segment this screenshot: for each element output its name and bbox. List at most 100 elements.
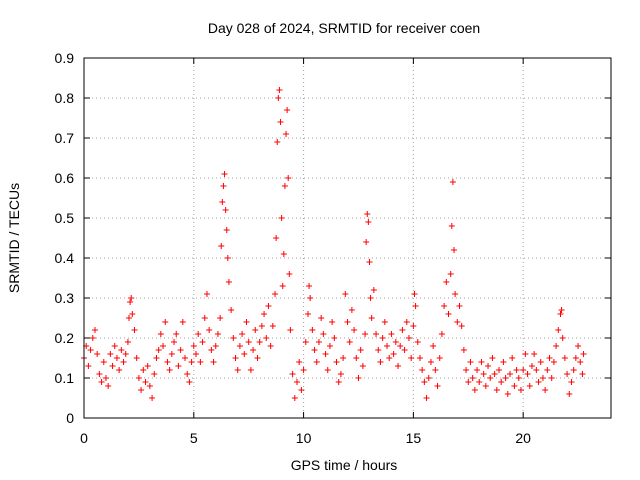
data-point (306, 283, 313, 289)
axis-ticks: 0 0.1 0.2 0.3 0.4 0.5 0.6 0.7 0.8 0.9 0 5 10 15 20 (55, 50, 611, 446)
data-points (81, 87, 587, 401)
data-point (261, 311, 268, 317)
data-point (228, 307, 235, 313)
data-point (102, 375, 109, 381)
data-point (309, 327, 316, 333)
data-point (566, 391, 573, 397)
data-point (118, 347, 125, 353)
data-point (447, 271, 454, 277)
data-point (120, 359, 127, 365)
data-point (533, 367, 540, 373)
data-point (443, 279, 450, 285)
data-point (133, 355, 140, 361)
data-point (171, 339, 178, 345)
data-point (449, 179, 456, 185)
data-point (279, 283, 286, 289)
grid-lines (84, 58, 611, 418)
data-point (463, 367, 470, 373)
data-point (265, 303, 272, 309)
data-point (375, 347, 382, 353)
data-point (537, 359, 544, 365)
data-point (175, 363, 182, 369)
data-point (357, 347, 364, 353)
data-point (135, 375, 142, 381)
data-point (162, 319, 169, 325)
data-point (222, 207, 229, 213)
data-point (535, 379, 542, 385)
data-point (577, 359, 584, 365)
data-point (252, 327, 259, 333)
y-tick-label: 0 (66, 410, 74, 426)
data-point (155, 347, 162, 353)
data-point (320, 331, 327, 337)
data-point (558, 307, 565, 313)
data-point (280, 251, 287, 257)
data-point (94, 351, 101, 357)
data-point (384, 343, 391, 349)
data-point (311, 347, 318, 353)
data-point (197, 359, 204, 365)
data-point (445, 311, 452, 317)
data-point (203, 291, 210, 297)
data-point (482, 383, 489, 389)
data-point (386, 355, 393, 361)
data-point (142, 379, 149, 385)
x-tick-label: 0 (80, 430, 88, 446)
data-point (184, 371, 191, 377)
data-point (377, 359, 384, 365)
data-point (367, 295, 374, 301)
data-point (504, 391, 511, 397)
data-point (511, 383, 518, 389)
x-tick-label: 5 (190, 430, 198, 446)
data-point (89, 335, 96, 341)
data-point (381, 319, 388, 325)
y-tick-label: 0.3 (55, 290, 75, 306)
data-point (269, 323, 276, 329)
data-point (363, 239, 370, 245)
data-point (247, 367, 254, 373)
data-point (195, 331, 202, 337)
data-point (236, 343, 243, 349)
data-point (346, 339, 353, 345)
data-point (300, 367, 307, 373)
data-point (395, 363, 402, 369)
data-point (580, 351, 587, 357)
data-point (456, 303, 463, 309)
data-point (414, 339, 421, 345)
data-point (85, 363, 92, 369)
data-point (96, 371, 103, 377)
data-point (509, 355, 516, 361)
data-point (555, 327, 562, 333)
data-point (98, 379, 105, 385)
data-point (485, 363, 492, 369)
data-point (239, 331, 246, 337)
data-point (548, 375, 555, 381)
data-point (138, 387, 145, 393)
data-point (177, 347, 184, 353)
data-point (223, 227, 230, 233)
data-point (570, 367, 577, 373)
data-point (531, 351, 538, 357)
data-point (331, 335, 338, 341)
data-point (274, 139, 281, 145)
data-point (432, 367, 439, 373)
data-point (144, 363, 151, 369)
data-point (243, 319, 250, 325)
data-point (364, 211, 371, 217)
data-point (315, 339, 322, 345)
y-tick-label: 0.7 (55, 130, 75, 146)
data-point (291, 395, 298, 401)
data-point (513, 367, 520, 373)
data-point (116, 367, 123, 373)
data-point (575, 343, 582, 349)
y-axis-title: SRMTID / TECUs (6, 183, 22, 293)
data-point (448, 223, 455, 229)
data-point (277, 119, 284, 125)
data-point (100, 359, 107, 365)
y-tick-label: 0.1 (55, 370, 75, 386)
data-point (460, 347, 467, 353)
data-point (526, 383, 533, 389)
data-point (568, 379, 575, 385)
data-point (335, 379, 342, 385)
